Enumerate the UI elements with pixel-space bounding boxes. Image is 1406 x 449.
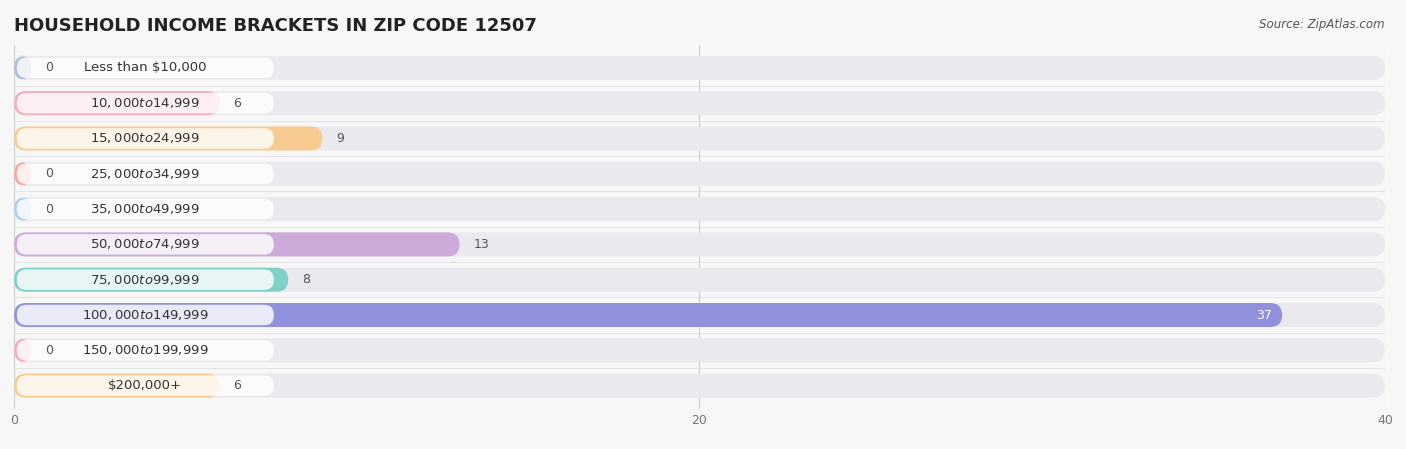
FancyBboxPatch shape: [14, 197, 31, 221]
Text: $15,000 to $24,999: $15,000 to $24,999: [90, 132, 200, 145]
Text: 0: 0: [45, 344, 53, 357]
FancyBboxPatch shape: [14, 91, 219, 115]
Text: 37: 37: [1256, 308, 1272, 321]
FancyBboxPatch shape: [14, 268, 1385, 292]
Text: $35,000 to $49,999: $35,000 to $49,999: [90, 202, 200, 216]
FancyBboxPatch shape: [14, 233, 460, 256]
Text: 8: 8: [302, 273, 309, 286]
FancyBboxPatch shape: [14, 56, 31, 80]
Text: Source: ZipAtlas.com: Source: ZipAtlas.com: [1260, 18, 1385, 31]
FancyBboxPatch shape: [14, 303, 1282, 327]
FancyBboxPatch shape: [17, 128, 274, 149]
Text: 6: 6: [233, 97, 242, 110]
FancyBboxPatch shape: [17, 305, 274, 325]
FancyBboxPatch shape: [14, 127, 1385, 150]
Text: $75,000 to $99,999: $75,000 to $99,999: [90, 273, 200, 287]
FancyBboxPatch shape: [17, 375, 274, 396]
FancyBboxPatch shape: [14, 303, 1385, 327]
FancyBboxPatch shape: [17, 199, 274, 219]
FancyBboxPatch shape: [14, 91, 1385, 115]
FancyBboxPatch shape: [14, 268, 288, 292]
Text: $25,000 to $34,999: $25,000 to $34,999: [90, 167, 200, 181]
FancyBboxPatch shape: [14, 197, 1385, 221]
FancyBboxPatch shape: [14, 339, 31, 362]
Text: 13: 13: [474, 238, 489, 251]
FancyBboxPatch shape: [14, 339, 1385, 362]
FancyBboxPatch shape: [17, 269, 274, 290]
FancyBboxPatch shape: [14, 162, 1385, 186]
Text: 6: 6: [233, 379, 242, 392]
FancyBboxPatch shape: [17, 93, 274, 114]
Text: $200,000+: $200,000+: [108, 379, 183, 392]
FancyBboxPatch shape: [14, 56, 1385, 80]
Text: $150,000 to $199,999: $150,000 to $199,999: [82, 343, 208, 357]
FancyBboxPatch shape: [14, 374, 1385, 398]
Text: $10,000 to $14,999: $10,000 to $14,999: [90, 96, 200, 110]
FancyBboxPatch shape: [17, 163, 274, 184]
FancyBboxPatch shape: [17, 57, 274, 78]
FancyBboxPatch shape: [17, 234, 274, 255]
Text: Less than $10,000: Less than $10,000: [84, 62, 207, 75]
FancyBboxPatch shape: [14, 162, 31, 186]
Text: $50,000 to $74,999: $50,000 to $74,999: [90, 238, 200, 251]
FancyBboxPatch shape: [17, 340, 274, 361]
FancyBboxPatch shape: [14, 127, 322, 150]
FancyBboxPatch shape: [14, 233, 1385, 256]
Text: 9: 9: [336, 132, 344, 145]
Text: HOUSEHOLD INCOME BRACKETS IN ZIP CODE 12507: HOUSEHOLD INCOME BRACKETS IN ZIP CODE 12…: [14, 17, 537, 35]
Text: $100,000 to $149,999: $100,000 to $149,999: [82, 308, 208, 322]
Text: 0: 0: [45, 202, 53, 216]
FancyBboxPatch shape: [14, 374, 219, 398]
Text: 0: 0: [45, 62, 53, 75]
Text: 0: 0: [45, 167, 53, 180]
